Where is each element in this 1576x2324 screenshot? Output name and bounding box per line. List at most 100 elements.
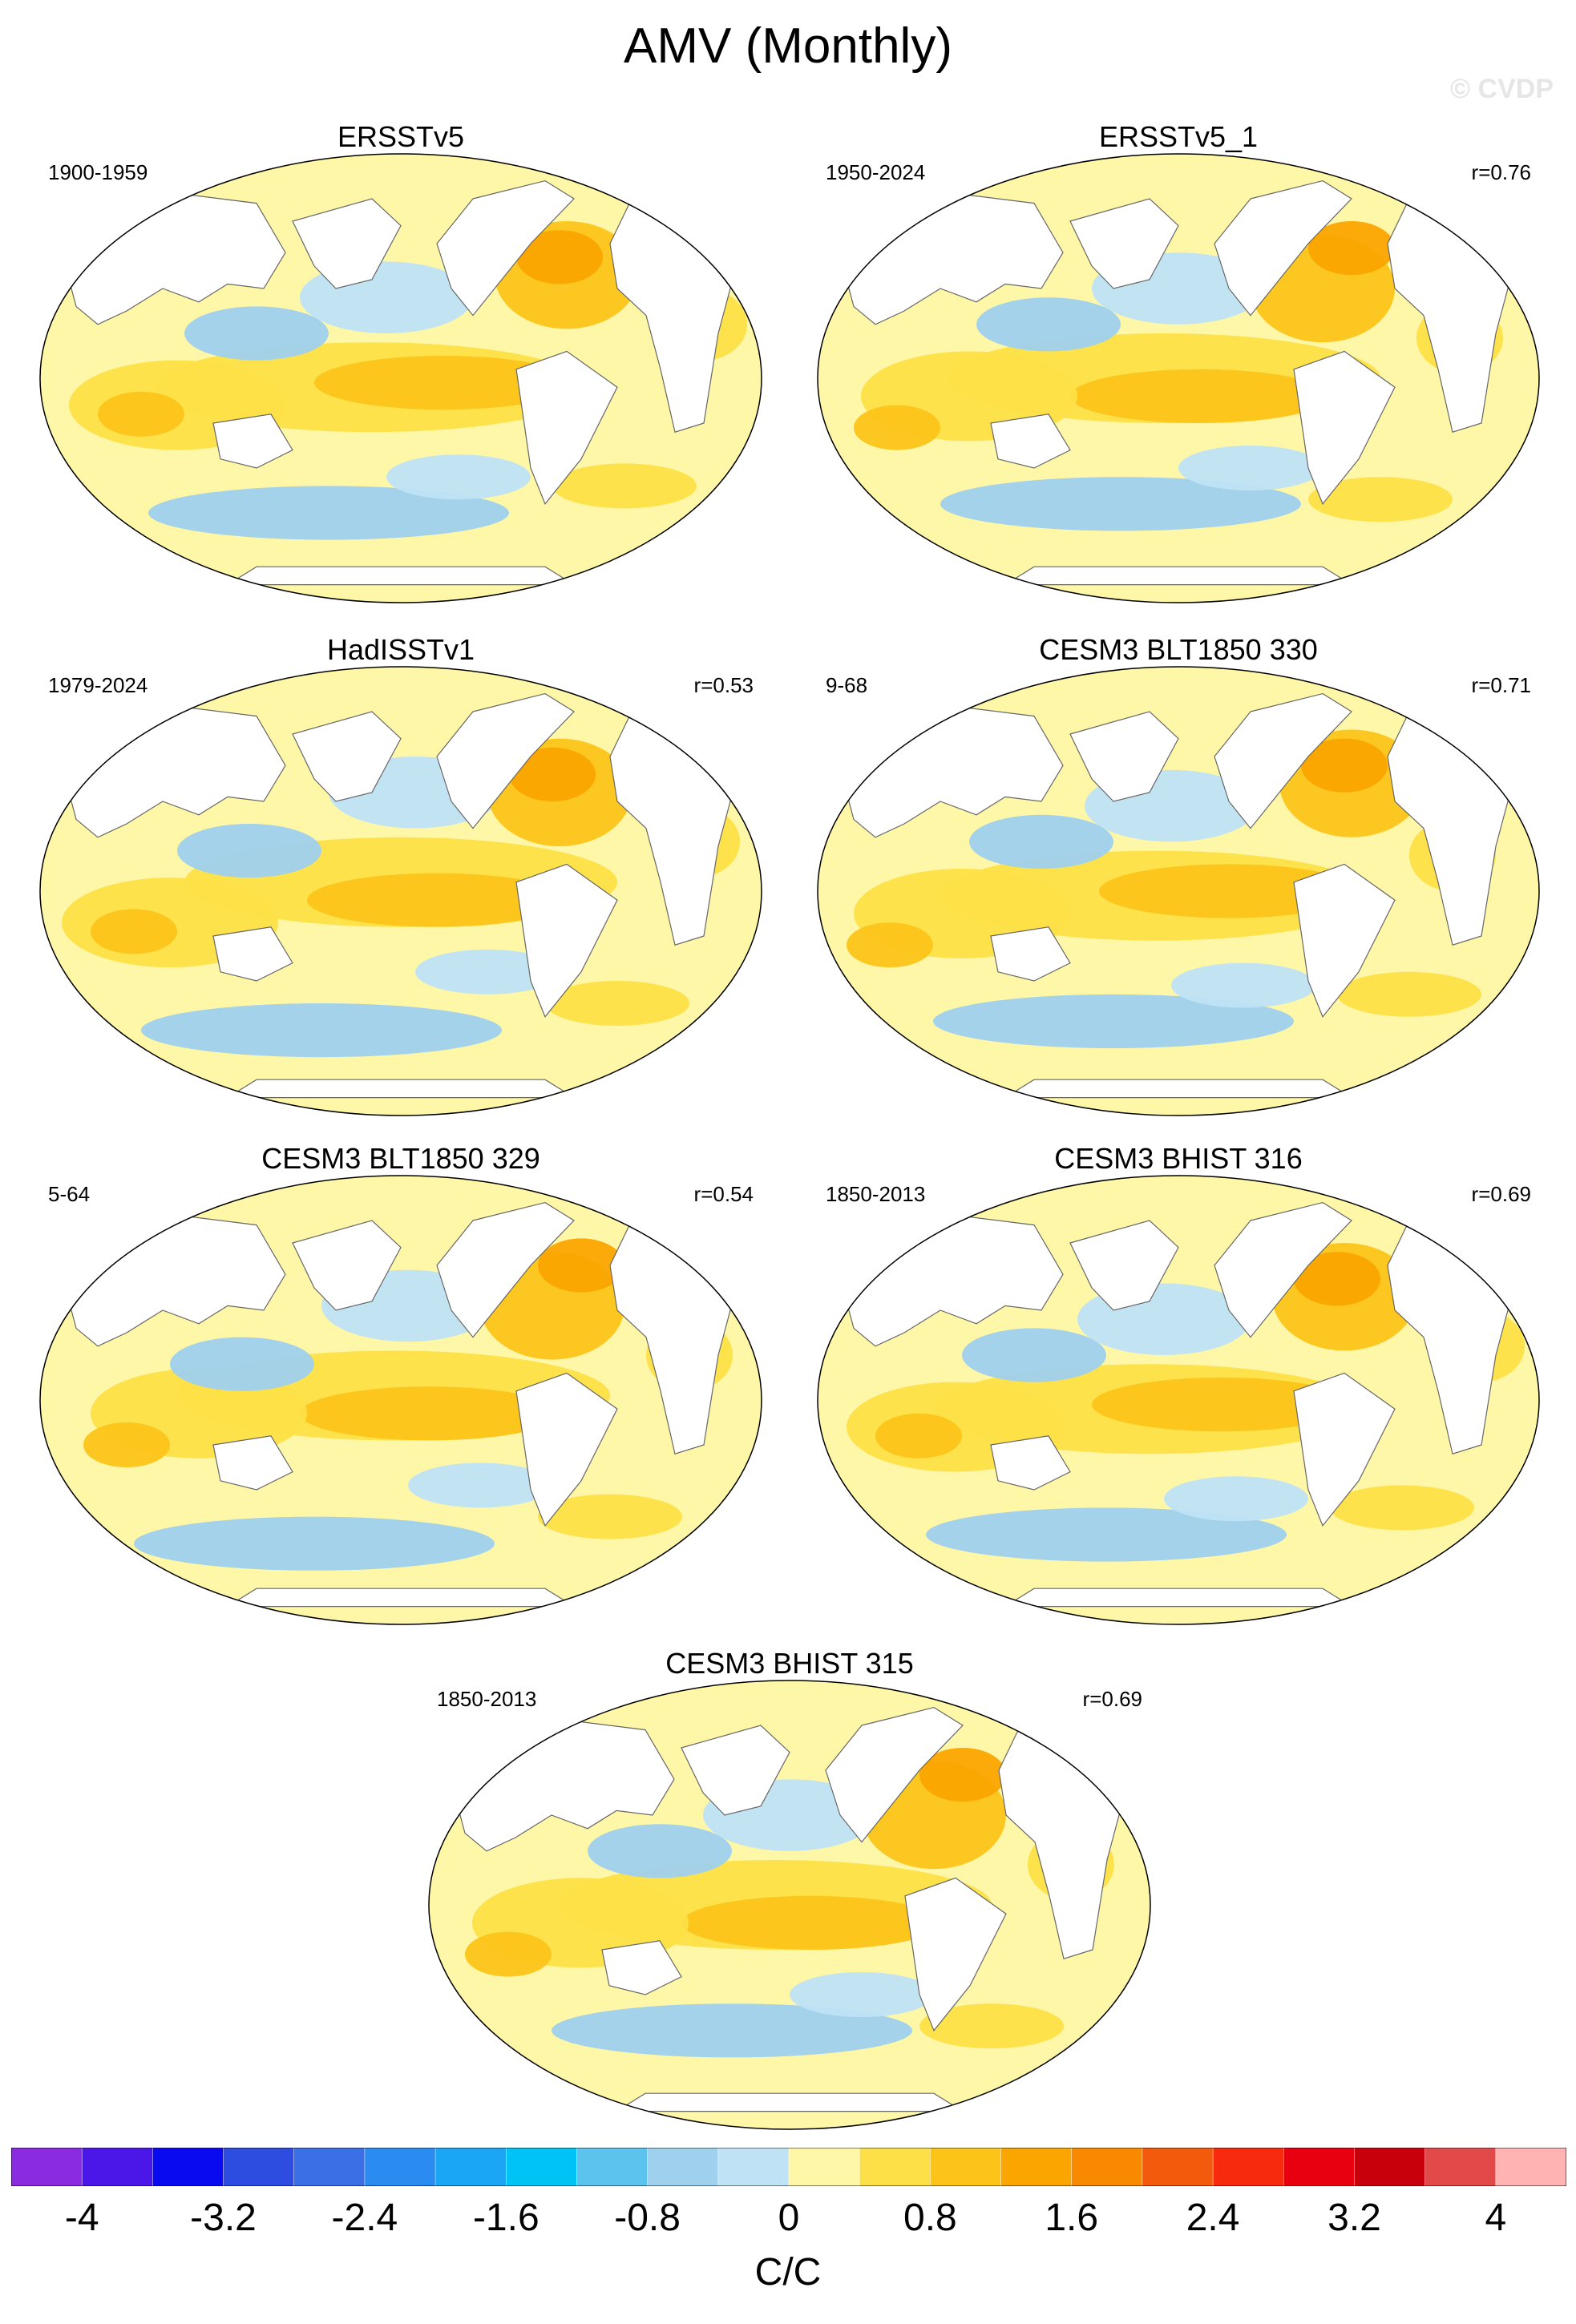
anomaly-region — [1294, 1252, 1380, 1306]
anomaly-region — [91, 909, 177, 954]
land-mask — [212, 414, 293, 469]
colorbar-swatch — [434, 2148, 507, 2186]
colorbar-swatch — [788, 2148, 860, 2186]
panel-period: 1900-1959 — [48, 160, 148, 184]
anomaly-region — [962, 1328, 1106, 1382]
panel-correlation: r=0.54 — [693, 1182, 754, 1206]
colorbar-tick-label: -0.8 — [614, 2197, 681, 2239]
anomaly-region — [509, 747, 596, 801]
colorbar-tick-label: 0 — [778, 2197, 800, 2239]
anomaly-region — [1092, 1378, 1352, 1432]
land-mask — [436, 180, 575, 317]
land-mask — [1293, 350, 1396, 505]
land-mask — [1003, 1588, 1354, 1608]
map-panel: CESM3 BLT1850 330 9-68 r=0.71 — [802, 633, 1555, 1162]
page-title: AMV (Monthly) — [624, 18, 952, 74]
map-projection — [39, 1175, 762, 1625]
colorbar-swatch — [223, 2148, 295, 2186]
colorbar-swatch — [364, 2148, 436, 2186]
map-outline — [39, 153, 762, 603]
anomaly-region — [976, 297, 1121, 352]
land-mask — [681, 1725, 790, 1816]
anomaly-region — [1164, 1476, 1308, 1522]
colorbar-tick-label: 2.4 — [1186, 2197, 1240, 2239]
panel-correlation: r=0.71 — [1471, 673, 1531, 697]
anomaly-region — [386, 454, 531, 500]
land-mask — [292, 198, 402, 289]
map-projection — [39, 666, 762, 1116]
colorbar-tick-label: -3.2 — [190, 2197, 257, 2239]
anomaly-region — [1301, 738, 1388, 793]
panel-period: 5-64 — [48, 1182, 91, 1206]
map-projection — [817, 666, 1540, 1116]
panel-correlation: r=0.69 — [1082, 1687, 1142, 1711]
map-outline — [428, 1680, 1151, 2130]
land-mask — [212, 1435, 293, 1491]
anomaly-region — [141, 1003, 502, 1058]
anomaly-region — [465, 1931, 552, 1977]
colorbar-tick-label: 3.2 — [1327, 2197, 1381, 2239]
anomaly-region — [184, 306, 329, 361]
colorbar-swatch — [81, 2148, 154, 2186]
land-mask — [825, 1706, 964, 1843]
anomaly-region — [1099, 864, 1359, 918]
land-mask — [1293, 863, 1396, 1018]
anomaly-region — [969, 814, 1113, 869]
land-mask — [1214, 180, 1352, 317]
anomaly-region — [516, 230, 603, 284]
colorbar-swatch — [1283, 2148, 1356, 2186]
panel-period: 1850-2013 — [437, 1687, 537, 1711]
anomaly-region — [177, 824, 321, 878]
land-mask — [614, 2092, 965, 2112]
anomaly-region — [919, 1748, 1006, 1802]
land-mask — [225, 1079, 576, 1099]
land-mask — [601, 1940, 682, 1995]
land-mask — [904, 1877, 1007, 2031]
colorbar-swatch — [859, 2148, 931, 2186]
map-outline — [39, 666, 762, 1116]
colorbar-swatch — [1071, 2148, 1143, 2186]
panel-correlation: r=0.76 — [1471, 160, 1531, 184]
panel-title: ERSSTv5 — [337, 120, 465, 153]
colorbar-swatch — [647, 2148, 719, 2186]
map-panel: CESM3 BLT1850 329 5-64 r=0.54 — [24, 1142, 778, 1671]
land-mask — [990, 414, 1071, 469]
anomaly-region — [415, 949, 560, 995]
land-mask — [1214, 1201, 1352, 1338]
map-panel: CESM3 BHIST 316 1850-2013 r=0.69 — [802, 1142, 1555, 1671]
colorbar-swatch — [1142, 2148, 1214, 2186]
map-projection — [817, 1175, 1540, 1625]
land-mask — [1069, 711, 1179, 802]
colorbar-tick-label: 1.6 — [1045, 2197, 1099, 2239]
anomaly-region — [1178, 446, 1323, 490]
panel-period: 1979-2024 — [48, 673, 148, 697]
colorbar-swatch — [293, 2148, 366, 2186]
land-mask — [225, 1588, 576, 1608]
anomaly-region — [307, 873, 567, 927]
colorbar-tick-label: -4 — [64, 2197, 99, 2239]
anomaly-region — [83, 1422, 170, 1467]
map-panel: HadISSTv1 1979-2024 r=0.53 — [24, 633, 778, 1162]
anomaly-region — [538, 1238, 624, 1293]
anomaly-region — [538, 1494, 682, 1539]
anomaly-region — [681, 1895, 941, 1950]
map-outline — [817, 1175, 1540, 1625]
anomaly-region — [926, 1507, 1287, 1562]
panel-title: CESM3 BLT1850 330 — [1039, 633, 1318, 666]
map-outline — [817, 153, 1540, 603]
land-mask — [1069, 1220, 1179, 1311]
panel-title: CESM3 BLT1850 329 — [261, 1142, 540, 1175]
map-outline — [39, 1175, 762, 1625]
anomaly-region — [1330, 1485, 1474, 1531]
colorbar-tick-label: 0.8 — [903, 2197, 957, 2239]
anomaly-region — [552, 2003, 912, 2058]
land-mask — [225, 566, 576, 586]
colorbar — [11, 2148, 1566, 2186]
panel-title: ERSSTv5_1 — [1098, 120, 1259, 153]
anomaly-region — [854, 405, 940, 450]
colorbar-swatch — [576, 2148, 649, 2186]
map-outline — [817, 666, 1540, 1116]
land-mask — [292, 1220, 402, 1311]
anomaly-region — [1308, 477, 1453, 522]
anomaly-region — [300, 1386, 560, 1441]
